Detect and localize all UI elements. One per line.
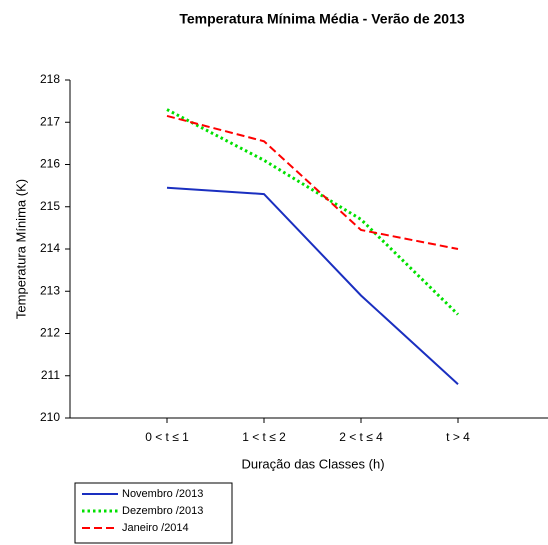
x-tick-label: 1 < t ≤ 2 <box>242 430 286 444</box>
x-tick-label: t > 4 <box>446 430 470 444</box>
y-axis-label: Temperatura Mínima (K) <box>13 179 28 319</box>
series-line <box>166 114 459 250</box>
y-tick-label: 210 <box>40 410 60 424</box>
y-tick-label: 213 <box>40 283 60 297</box>
y-tick-label: 217 <box>40 114 60 128</box>
y-tick-label: 215 <box>40 199 60 213</box>
y-tick-label: 214 <box>40 241 60 255</box>
chart-title: Temperatura Mínima Média - Verão de 2013 <box>179 11 465 27</box>
legend-label: Janeiro /2014 <box>122 522 189 534</box>
legend-label: Dezembro /2013 <box>122 505 203 517</box>
y-tick-label: 212 <box>40 326 60 340</box>
legend-label: Novembro /2013 <box>122 488 203 500</box>
series-line <box>166 186 459 385</box>
series-line <box>166 108 460 316</box>
x-axis-label: Duração das Classes (h) <box>241 456 384 471</box>
x-tick-label: 0 < t ≤ 1 <box>145 430 189 444</box>
y-tick-label: 211 <box>41 368 60 382</box>
y-tick-label: 216 <box>40 157 60 171</box>
y-tick-label: 218 <box>40 72 60 86</box>
x-tick-label: 2 < t ≤ 4 <box>339 430 383 444</box>
